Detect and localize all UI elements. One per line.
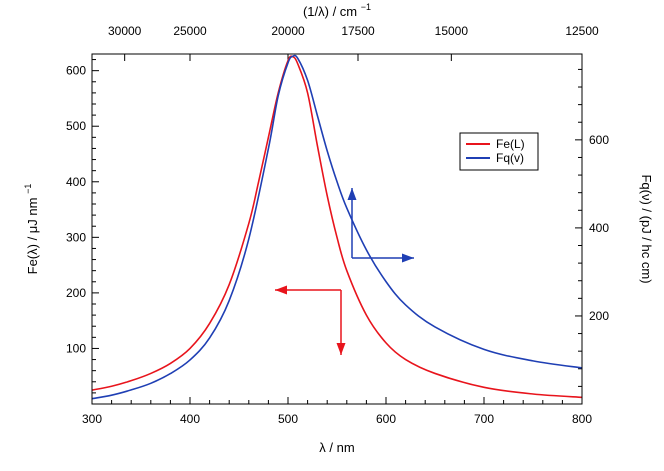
top-axis-label-main: (1/λ) / cm bbox=[303, 4, 357, 19]
tick-layer: 300 400 500 600 700 800 30000 25000 20000 17500 15… bbox=[66, 24, 609, 426]
left-tick-label: 400 bbox=[66, 175, 86, 189]
direction-arrows bbox=[275, 188, 414, 355]
bottom-axis-label: λ / nm bbox=[319, 440, 354, 455]
fq-arrow-up-head bbox=[347, 188, 357, 200]
left-axis-label-sup: −1 bbox=[23, 184, 33, 194]
bottom-tick-label: 400 bbox=[180, 412, 200, 426]
left-axis-label-main: Fe(λ) / μJ nm bbox=[25, 198, 40, 275]
top-axis-label: (1/λ) / cm −1 bbox=[303, 2, 371, 19]
legend-box bbox=[459, 132, 539, 171]
top-tick-label: 30000 bbox=[108, 24, 142, 38]
left-axis-label: Fe(λ) / μJ nm −1 bbox=[23, 184, 40, 275]
top-tick-label: 20000 bbox=[271, 24, 305, 38]
left-tick-label: 200 bbox=[66, 286, 86, 300]
fe-arrow-down-head bbox=[336, 343, 346, 355]
plot-frame bbox=[91, 53, 583, 405]
bottom-tick-label: 300 bbox=[82, 412, 102, 426]
left-tick-label: 600 bbox=[66, 64, 86, 78]
top-tick-label: 17500 bbox=[341, 24, 375, 38]
top-tick-label: 25000 bbox=[173, 24, 207, 38]
left-tick-label: 100 bbox=[66, 341, 86, 355]
series-line-fq bbox=[91, 54, 583, 400]
legend: Fe(L) Fq(v) bbox=[459, 132, 539, 171]
top-axis-label-sup: −1 bbox=[361, 2, 371, 12]
legend-label-fq: Fq(v) bbox=[496, 151, 524, 165]
bottom-tick-label: 700 bbox=[474, 412, 494, 426]
legend-label-fe: Fe(L) bbox=[496, 137, 525, 151]
bottom-tick-label: 500 bbox=[278, 412, 298, 426]
bottom-tick-label: 600 bbox=[376, 412, 396, 426]
fe-arrow-left-head bbox=[275, 285, 287, 295]
bottom-tick-label: 800 bbox=[572, 412, 592, 426]
fq-arrow-right-head bbox=[402, 253, 414, 263]
right-axis-label: Fq(ν) / (pJ / hc cm) bbox=[639, 174, 654, 283]
right-tick-label: 600 bbox=[589, 133, 609, 147]
left-tick-label: 300 bbox=[66, 230, 86, 244]
left-tick-label: 500 bbox=[66, 119, 86, 133]
top-tick-label: 15000 bbox=[435, 24, 469, 38]
right-tick-label: 200 bbox=[589, 309, 609, 323]
top-tick-label: 12500 bbox=[565, 24, 599, 38]
series-layer bbox=[91, 54, 583, 400]
series-line-fe bbox=[91, 55, 583, 399]
right-tick-label: 400 bbox=[589, 221, 609, 235]
